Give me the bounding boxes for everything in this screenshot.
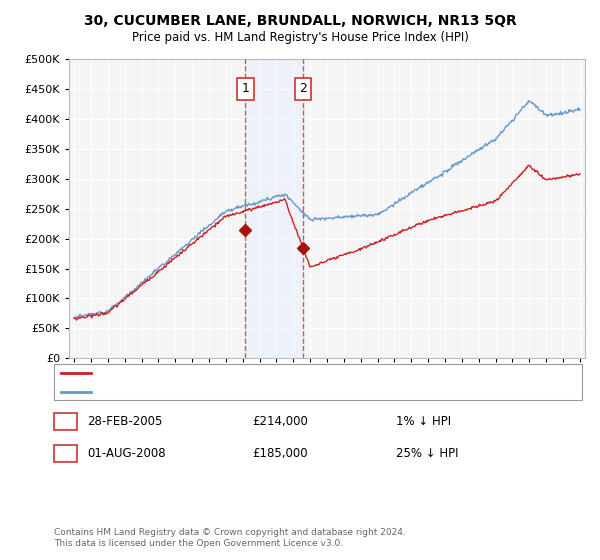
Text: 30, CUCUMBER LANE, BRUNDALL, NORWICH, NR13 5QR: 30, CUCUMBER LANE, BRUNDALL, NORWICH, NR… bbox=[83, 14, 517, 28]
Text: 2: 2 bbox=[299, 82, 307, 95]
Text: 25% ↓ HPI: 25% ↓ HPI bbox=[396, 447, 458, 460]
Text: 2: 2 bbox=[61, 447, 70, 460]
Text: Price paid vs. HM Land Registry's House Price Index (HPI): Price paid vs. HM Land Registry's House … bbox=[131, 31, 469, 44]
Text: 1: 1 bbox=[241, 82, 249, 95]
Bar bbox=[245, 59, 303, 358]
Text: HPI: Average price, detached house, Broadland: HPI: Average price, detached house, Broa… bbox=[98, 386, 356, 396]
Text: 30, CUCUMBER LANE, BRUNDALL, NORWICH, NR13 5QR (detached house): 30, CUCUMBER LANE, BRUNDALL, NORWICH, NR… bbox=[98, 368, 505, 379]
Text: £185,000: £185,000 bbox=[252, 447, 308, 460]
Text: 28-FEB-2005: 28-FEB-2005 bbox=[88, 415, 163, 428]
Text: £214,000: £214,000 bbox=[252, 415, 308, 428]
Text: 01-AUG-2008: 01-AUG-2008 bbox=[88, 447, 166, 460]
Text: Contains HM Land Registry data © Crown copyright and database right 2024.
This d: Contains HM Land Registry data © Crown c… bbox=[54, 528, 406, 548]
Text: 1% ↓ HPI: 1% ↓ HPI bbox=[396, 415, 451, 428]
Text: 1: 1 bbox=[61, 415, 70, 428]
